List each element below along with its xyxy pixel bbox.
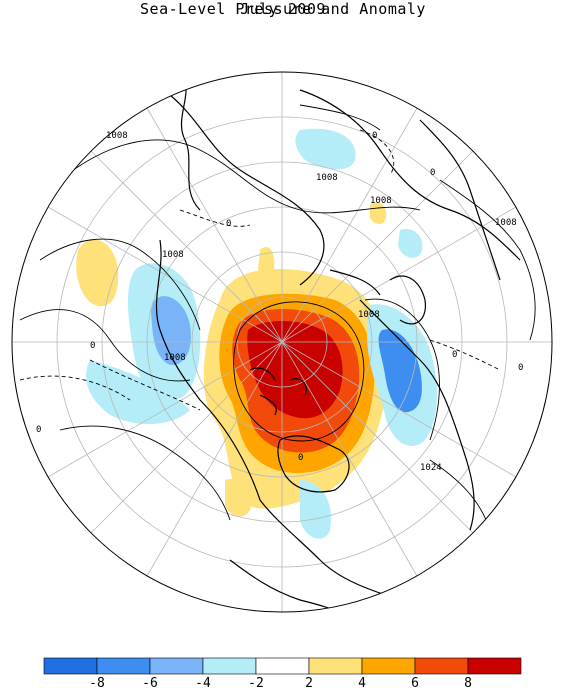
anomaly-blob: [151, 296, 191, 365]
coastline-greenland: [277, 435, 350, 493]
pressure-contours: [19, 104, 536, 601]
contour-label: 0: [36, 425, 41, 435]
graticule: [12, 72, 552, 612]
colorbar-tick-label: -4: [195, 676, 211, 688]
slp-contour: [59, 425, 231, 521]
coastline-asia-interior: [299, 89, 521, 261]
contour-label: 1008: [162, 250, 184, 260]
colorbar: -8 -6 -4 -2 2 4 6 8: [43, 657, 522, 688]
anomaly-blob: [398, 229, 423, 258]
coastline-scandinavia: [389, 275, 427, 325]
colorbar-tick-label: -2: [248, 676, 264, 688]
anomaly-blob: [295, 128, 356, 170]
colorbar-swatch: [361, 657, 416, 675]
colorbar-tick-label: -8: [89, 676, 105, 688]
coastline-canada: [199, 399, 401, 601]
colorbar-swatch: [96, 657, 151, 675]
anomaly-blob: [225, 479, 251, 517]
chart-subtitle: Sea-Level Pressure and Anomaly: [140, 0, 426, 18]
anomaly-blob: [378, 329, 422, 413]
contour-label: 1008: [164, 353, 186, 363]
colorbar-tick-label: 6: [411, 676, 419, 688]
colorbar-swatch: [202, 657, 257, 675]
slp-contour: [429, 459, 493, 601]
coastline-asia-east: [419, 119, 501, 281]
slp-contour: [299, 104, 381, 131]
anomaly-blob: [258, 246, 275, 279]
contour-label: 0: [298, 453, 303, 463]
coastline-siberia: [169, 94, 325, 286]
coastline-europe: [359, 299, 475, 531]
contour-label: 0: [430, 168, 435, 178]
colorbar-swatch: [255, 657, 310, 675]
slp-contour: [179, 209, 251, 227]
contour-label: 1008: [358, 310, 380, 320]
anomaly-blob: [300, 480, 331, 539]
map-boundary: [11, 71, 553, 613]
contour-label: 0: [226, 219, 231, 229]
slp-contour: [89, 359, 201, 411]
colorbar-tick-label: 8: [464, 676, 472, 688]
colorbar-tick-label: 4: [358, 676, 366, 688]
colorbar-swatch: [414, 657, 469, 675]
slp-contour: [59, 139, 421, 214]
slp-contour: [429, 339, 501, 371]
anomaly-blob: [247, 321, 343, 419]
slp-contour: [359, 129, 395, 176]
coastline-eurasia-east: [180, 79, 201, 211]
contour-label: 0: [90, 341, 95, 351]
contour-label: 0: [518, 363, 523, 373]
slp-contour: [39, 238, 201, 331]
contour-label: 1008: [370, 196, 392, 206]
contour-label: 1024: [420, 463, 442, 473]
chart-title: July 2009: [240, 0, 326, 18]
polar-map: 1008 1008 1008 1008 1008 1008 1008 1008 …: [11, 71, 553, 613]
coastline-central-america: [229, 559, 351, 612]
anomaly-shading: [76, 128, 437, 539]
meridian: [47, 206, 517, 478]
slp-contour: [439, 179, 536, 341]
contour-label-group: 1008 1008 1008 1008 1008 1008 1008 1008 …: [36, 131, 523, 473]
colorbar-swatch: [308, 657, 363, 675]
coastlines: [155, 79, 521, 612]
slp-contour: [19, 309, 191, 382]
slp-contour: [19, 375, 131, 401]
contour-label: 1008: [316, 173, 338, 183]
anomaly-blob: [76, 239, 119, 307]
colorbar-swatch: [467, 657, 522, 675]
colorbar-tick-label: -6: [142, 676, 158, 688]
colorbar-swatch: [43, 657, 98, 675]
slp-contour: [233, 301, 365, 442]
contour-label: 0: [372, 131, 377, 141]
colorbar-tick-label: 2: [305, 676, 313, 688]
coastline-north-europe: [329, 269, 381, 296]
contour-label: 0: [452, 350, 457, 360]
contour-label: 1008: [495, 218, 517, 228]
colorbar-swatch: [149, 657, 204, 675]
coastline-arctic-islands: [249, 367, 307, 416]
contour-label: 1008: [106, 131, 128, 141]
